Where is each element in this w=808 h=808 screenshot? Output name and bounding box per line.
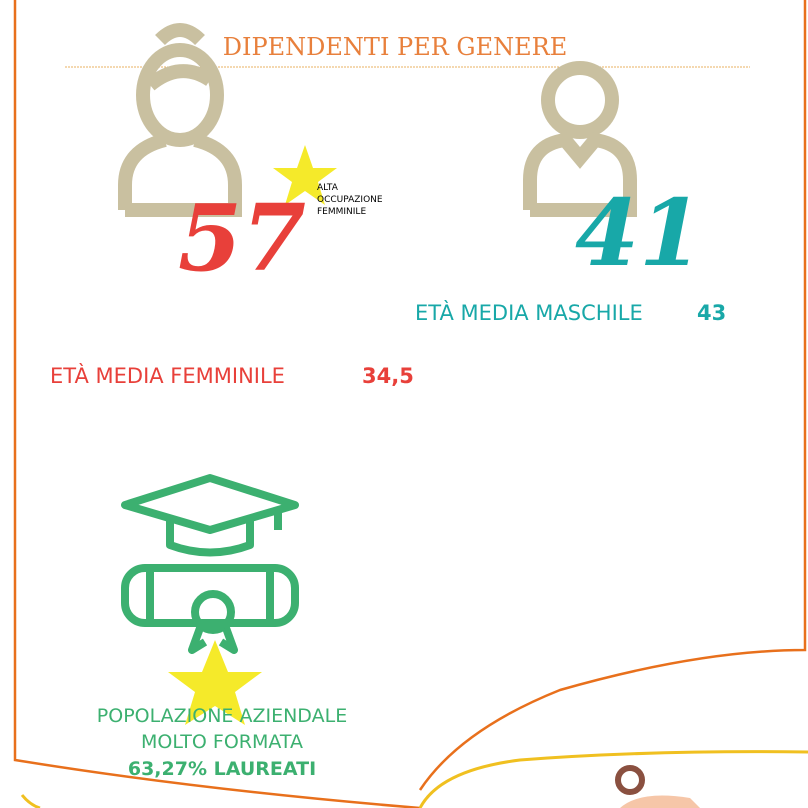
star xyxy=(168,640,262,725)
star xyxy=(273,145,337,205)
shape xyxy=(620,795,700,808)
education-line: POPOLAZIONE AZIENDALE xyxy=(97,705,347,727)
male-age: 43 xyxy=(697,301,726,325)
female-note: OCCUPAZIONE xyxy=(317,195,383,205)
female-count: 57 xyxy=(178,184,306,292)
frame-left xyxy=(13,0,421,808)
female-note: ALTA xyxy=(317,183,339,193)
education-line: MOLTO FORMATA xyxy=(141,731,303,753)
male-age-label: ETÀ MEDIA MASCHILE xyxy=(415,300,643,325)
icon xyxy=(615,765,645,795)
female-note: FEMMINILE xyxy=(317,207,366,217)
female-age: 34,5 xyxy=(362,364,414,388)
frame-right xyxy=(418,0,807,791)
man-icon xyxy=(523,61,637,217)
wave xyxy=(20,794,41,808)
title: DIPENDENTI PER GENERE xyxy=(223,33,567,61)
female-age-label: ETÀ MEDIA FEMMINILE xyxy=(50,363,285,388)
wave xyxy=(418,750,808,808)
woman-icon xyxy=(118,23,242,217)
male-count: 41 xyxy=(575,179,703,287)
graduation-icon xyxy=(121,474,299,654)
education-highlight: 63,27% LAUREATI xyxy=(128,758,316,780)
